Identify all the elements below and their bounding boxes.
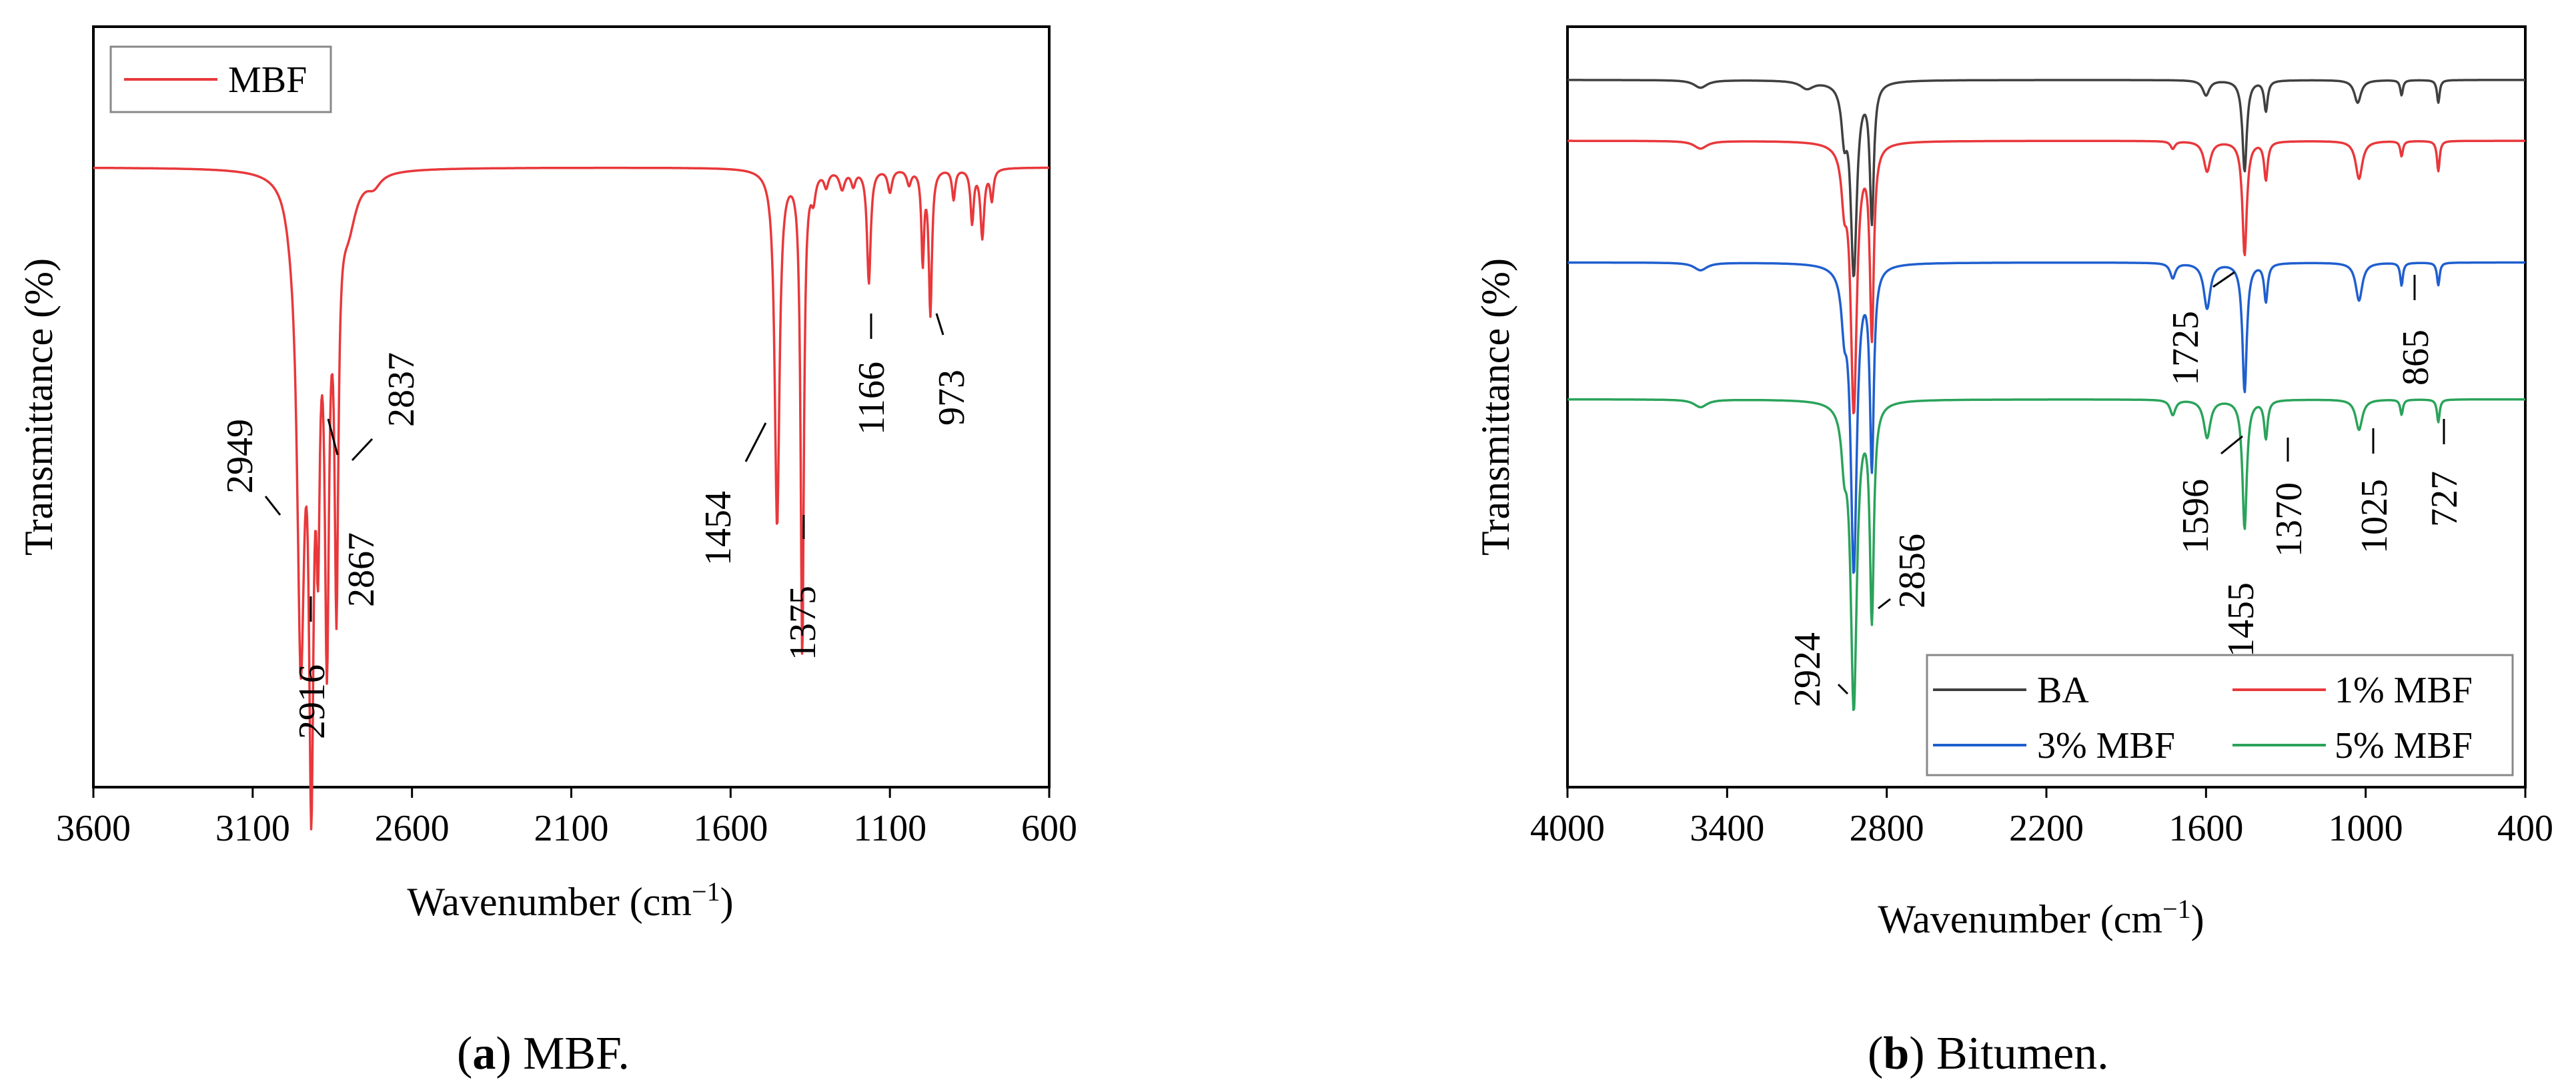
legend-b-label-ba: BA <box>2037 670 2089 711</box>
annotation-b-865: 865 <box>2395 330 2437 386</box>
annotation-b-2924-leader <box>1837 683 1849 695</box>
caption-a-text: ) MBF. <box>496 1028 630 1079</box>
chart-a-x-tick-label-1100: 1100 <box>853 808 926 849</box>
annotation-a-1375: 1375 <box>782 586 824 660</box>
annotation-b-1725: 1725 <box>2165 311 2206 386</box>
chart-b: 4000 3400 2800 2200 1600 1000 400 BA 1% MBF 3%… <box>1473 25 2553 942</box>
caption-b: (b) Bitumen. <box>1868 1028 2109 1079</box>
chart-a-xlabel: Wavenumber (cm−1) <box>407 877 733 925</box>
chart-a-x-tick-label-2600: 2600 <box>375 808 450 849</box>
annotation-a-2867-leader <box>327 418 339 456</box>
annotation-a-2916: 2916 <box>291 664 333 739</box>
legend-a-label-mbf: MBF <box>228 59 307 101</box>
chart-b-x-tick-label-3400: 3400 <box>1690 808 1764 849</box>
annotation-b-727: 727 <box>2424 471 2465 527</box>
chart-a-legend <box>109 45 332 113</box>
chart-a-frame <box>92 25 1051 788</box>
annotation-b-2924: 2924 <box>1787 632 1828 707</box>
annotation-b-2856-leader <box>1878 598 1891 610</box>
annotation-a-2949: 2949 <box>219 419 261 494</box>
chart-b-xlabel: Wavenumber (cm−1) <box>1878 894 2204 942</box>
annotation-a-973: 973 <box>931 370 973 426</box>
annotation-a-1166: 1166 <box>851 362 892 435</box>
caption-b-label: b <box>1883 1028 1910 1079</box>
chart-a-x-ticks <box>92 787 1051 798</box>
chart-b-legend <box>1926 654 2514 776</box>
chart-b-x-tick-label-2200: 2200 <box>2009 808 2084 849</box>
chart-b-series-ba <box>1567 79 2526 278</box>
chart-b-x-tick-label-2800: 2800 <box>1850 808 1924 849</box>
caption-a: (a) MBF. <box>457 1028 630 1079</box>
chart-a-x-tick-label-3600: 3600 <box>56 808 131 849</box>
chart-b-x-tick-label-4000: 4000 <box>1530 808 1605 849</box>
chart-a-x-tick-label-600: 600 <box>1021 808 1077 849</box>
chart-a-x-tick-labels: 3600 3100 2600 2100 1600 1100 600 <box>56 808 1077 849</box>
chart-b-x-tick-label-400: 400 <box>2497 808 2553 849</box>
chart-a-series <box>93 166 1050 831</box>
chart-a-series-mbf <box>93 166 1050 831</box>
annotation-a-1454-leader <box>744 422 767 462</box>
chart-b-series-1-mbf <box>1567 139 2526 415</box>
annotation-b-1370: 1370 <box>2269 482 2310 557</box>
caption-a-label: a <box>472 1028 496 1079</box>
chart-b-series <box>1567 79 2526 711</box>
caption-b-text: ) Bitumen. <box>1909 1028 2109 1079</box>
annotation-a-2837-leader <box>351 438 374 462</box>
annotation-b-2856: 2856 <box>1892 534 1933 608</box>
chart-a-annotations: 2949 2916 2867 2837 1454 1375 1166 973 <box>219 313 973 739</box>
chart-a-ylabel: Transmittance (%) <box>17 258 61 556</box>
annotation-b-1025: 1025 <box>2354 479 2395 554</box>
chart-b-series-3-mbf <box>1567 261 2526 574</box>
legend-b-label-5mbf: 5% MBF <box>2335 725 2473 766</box>
legend-b-label-3mbf: 3% MBF <box>2037 725 2175 766</box>
annotation-b-1596: 1596 <box>2175 479 2216 554</box>
annotation-b-1455: 1455 <box>2220 582 2262 657</box>
chart-b-x-ticks <box>1566 787 2527 798</box>
annotation-a-2949-leader <box>264 496 281 516</box>
chart-b-ylabel: Transmittance (%) <box>1473 258 1517 556</box>
annotation-a-973-leader <box>935 313 944 336</box>
chart-a-x-tick-label-2100: 2100 <box>534 808 609 849</box>
chart-b-series-5-mbf <box>1567 398 2526 711</box>
chart-a-x-tick-label-3100: 3100 <box>215 808 290 849</box>
chart-b-x-tick-label-1000: 1000 <box>2329 808 2403 849</box>
annotation-b-1725-leader <box>2212 271 2235 288</box>
chart-b-x-tick-label-1600: 1600 <box>2168 808 2243 849</box>
chart-b-x-tick-labels: 4000 3400 2800 2200 1600 1000 400 <box>1530 808 2553 849</box>
chart-a: 3600 3100 2600 2100 1600 1100 600 MBF Wavenumb… <box>17 25 1077 925</box>
annotation-b-1596-leader <box>2220 435 2243 455</box>
chart-a-x-tick-label-1600: 1600 <box>693 808 768 849</box>
annotation-a-2867: 2867 <box>341 532 382 607</box>
chart-b-annotations: 2924 2856 1725 1596 1455 1370 1025 865 7… <box>1787 271 2465 707</box>
annotation-a-1454: 1454 <box>698 491 739 566</box>
legend-b-label-1mbf: 1% MBF <box>2335 670 2473 711</box>
annotation-a-2837: 2837 <box>381 352 422 427</box>
